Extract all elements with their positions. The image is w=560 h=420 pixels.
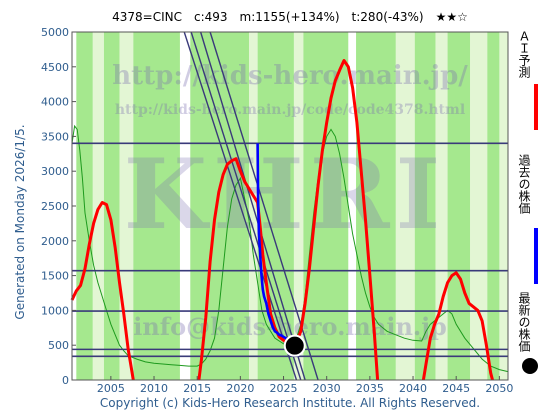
x-tick-label: 2010 (140, 382, 168, 395)
past-price-line (256, 143, 294, 347)
y-tick-label: 4500 (41, 61, 69, 74)
y-tick-label: 500 (48, 339, 69, 352)
x-tick-label: 2050 (485, 382, 513, 395)
trend-line (190, 31, 302, 381)
green-band (303, 32, 349, 380)
legend-item-past: 過去の株価 (514, 154, 552, 284)
y-tick-label: 2000 (41, 235, 69, 248)
y-tick-label: 5000 (41, 26, 69, 39)
x-axis-ticks: 2005 2010 2015 2020 2025 2030 2035 2040 2045 2050 (97, 376, 513, 395)
trend-lines (183, 31, 319, 381)
copyright-footer: Copyright (c) Kids-Hero Research Institu… (99, 396, 481, 410)
legend: ＡＩ予測 過去の株価 最新の株価 (514, 30, 552, 380)
current-price-layer (283, 334, 306, 357)
legend-label-past: 過去の株価 (517, 154, 531, 214)
legend-swatch-past (534, 228, 538, 284)
y-axis-ticks: 0 500 1000 1500 2000 2500 3000 3500 4000 4500 5000 (41, 26, 76, 387)
light-band (499, 32, 508, 380)
x-tick-label: 2030 (313, 382, 341, 395)
light-band (293, 32, 304, 380)
x-tick-label: 2035 (356, 382, 384, 395)
y-tick-label: 4000 (41, 96, 69, 109)
green-band (133, 32, 180, 380)
trend-line (209, 31, 319, 381)
legend-label-current: 最新の株価 (517, 292, 531, 352)
ai-forecast-line (70, 201, 135, 381)
trend-line (199, 31, 306, 381)
green-band (356, 32, 396, 380)
light-band (395, 32, 415, 380)
y-tick-label: 1000 (41, 304, 69, 317)
green-band (190, 32, 249, 380)
legend-swatch-current (522, 358, 538, 374)
legend-swatch-ai (534, 84, 538, 130)
green-band (103, 32, 120, 380)
chart-title: 4378=CINC c:493 m:1155(+134%) t:280(-43%… (112, 10, 468, 24)
x-tick-label: 2015 (183, 382, 211, 395)
trend-line (183, 31, 298, 381)
y-tick-label: 3000 (41, 165, 69, 178)
light-band (119, 32, 134, 380)
x-tick-label: 2005 (97, 382, 125, 395)
y-tick-label: 1500 (41, 270, 69, 283)
y-tick-label: 0 (62, 374, 69, 387)
green-band (487, 32, 500, 380)
x-tick-label: 2020 (226, 382, 254, 395)
light-band (470, 32, 488, 380)
current-price-dot (283, 334, 306, 357)
ai-forecast-line (421, 271, 494, 381)
x-tick-label: 2040 (399, 382, 427, 395)
legend-label-ai: ＡＩ予測 (517, 30, 531, 78)
x-tick-label: 2025 (270, 382, 298, 395)
legend-item-current: 最新の株価 (514, 292, 552, 378)
light-band (435, 32, 448, 380)
y-tick-label: 2500 (41, 200, 69, 213)
x-tick-label: 2045 (442, 382, 470, 395)
green-band (414, 32, 436, 380)
legend-item-ai: ＡＩ予測 (514, 30, 552, 130)
y-tick-label: 3500 (41, 130, 69, 143)
